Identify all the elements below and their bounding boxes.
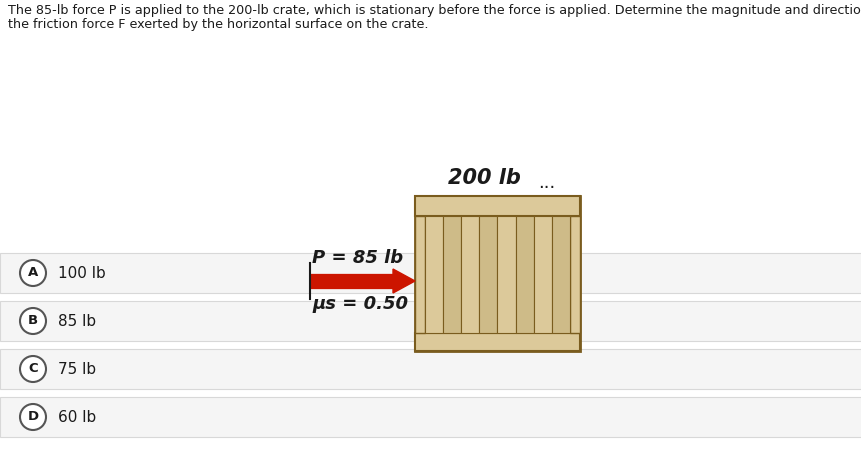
Bar bbox=[0, 253, 861, 293]
Text: 200 lb: 200 lb bbox=[448, 168, 520, 188]
Bar bbox=[479, 216, 497, 333]
Circle shape bbox=[20, 308, 46, 334]
Bar bbox=[414, 196, 579, 216]
Bar bbox=[424, 216, 443, 333]
Bar bbox=[0, 301, 861, 341]
Text: B: B bbox=[28, 314, 38, 327]
Text: The 85-lb force P is applied to the 200-lb crate, which is stationary before the: The 85-lb force P is applied to the 200-… bbox=[8, 4, 861, 17]
Text: C: C bbox=[28, 363, 38, 376]
Circle shape bbox=[20, 260, 46, 286]
Text: D: D bbox=[28, 410, 39, 423]
Bar bbox=[414, 333, 579, 351]
Bar bbox=[0, 397, 861, 437]
Bar bbox=[569, 216, 579, 333]
Bar bbox=[515, 216, 533, 333]
Text: A: A bbox=[28, 267, 38, 280]
Text: 85 lb: 85 lb bbox=[58, 313, 96, 328]
Bar bbox=[443, 216, 461, 333]
Bar bbox=[461, 216, 479, 333]
Bar bbox=[551, 216, 569, 333]
Bar bbox=[414, 196, 579, 351]
Text: the friction force F exerted by the horizontal surface on the crate.: the friction force F exerted by the hori… bbox=[8, 18, 428, 31]
Text: 60 lb: 60 lb bbox=[58, 410, 96, 424]
Text: 100 lb: 100 lb bbox=[58, 266, 106, 281]
Bar bbox=[0, 349, 861, 389]
Circle shape bbox=[20, 356, 46, 382]
Bar bbox=[335, 351, 599, 365]
Text: P = 85 lb: P = 85 lb bbox=[312, 249, 403, 267]
Bar bbox=[412, 351, 581, 365]
Circle shape bbox=[20, 404, 46, 430]
Text: 75 lb: 75 lb bbox=[58, 362, 96, 377]
Text: ...: ... bbox=[537, 174, 554, 192]
Bar bbox=[533, 216, 551, 333]
Polygon shape bbox=[393, 269, 414, 293]
Text: μs = 0.50: μs = 0.50 bbox=[312, 295, 407, 313]
Bar bbox=[414, 216, 424, 333]
Bar bbox=[497, 216, 515, 333]
